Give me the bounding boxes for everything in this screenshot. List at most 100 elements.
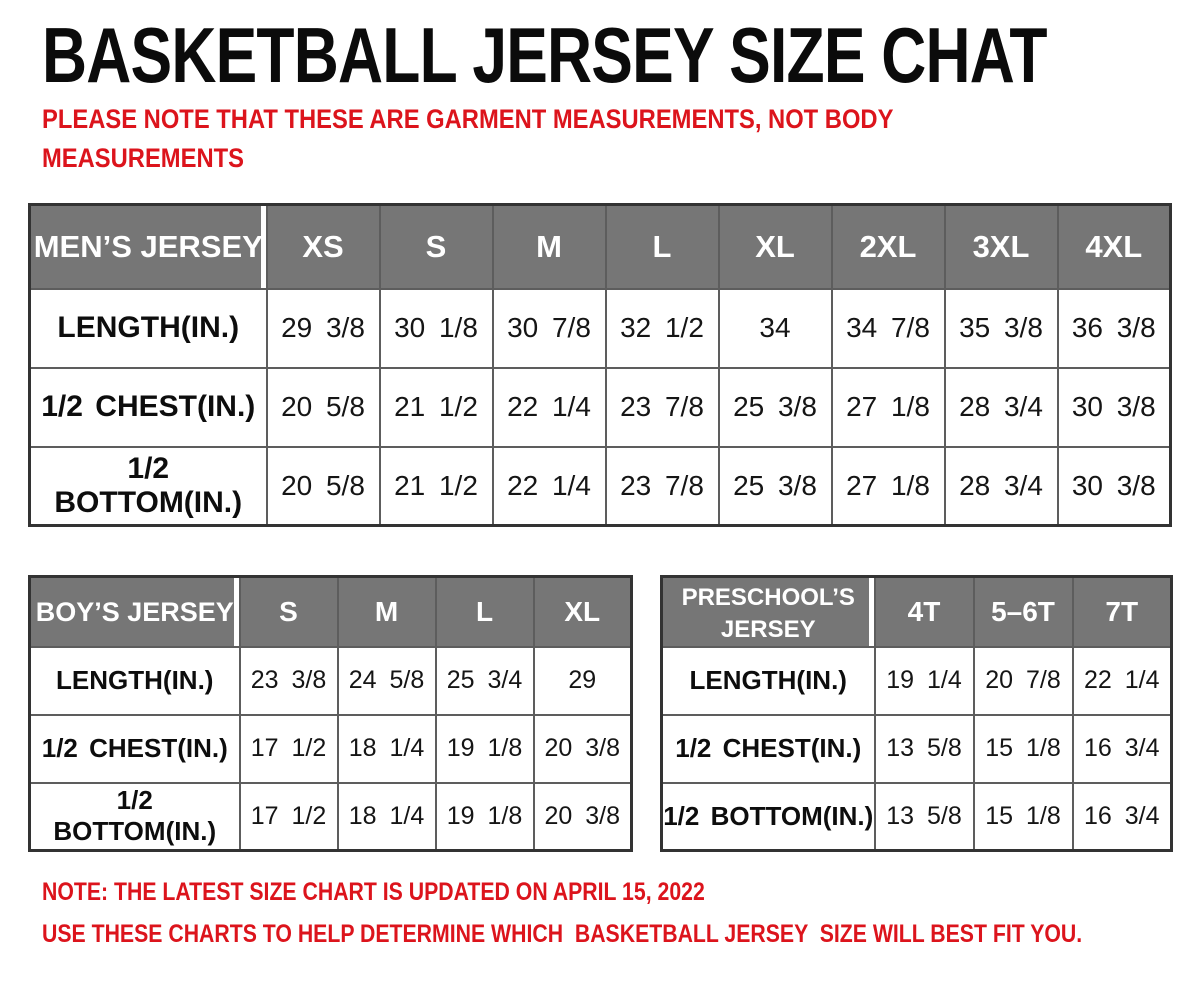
measurement-value: 22 1/4: [1083, 666, 1160, 694]
measurement-value: 25 3/8: [733, 391, 817, 422]
measurement-value-cell: 20 5/8: [265, 445, 381, 527]
size-label: M: [374, 595, 399, 627]
table-title-text: BOY’S JERSEY: [35, 596, 234, 627]
measurement-label-text: LENGTH(IN.): [689, 665, 847, 695]
measurement-value: 21 1/2: [394, 469, 478, 501]
measurement-value: 16 3/4: [1083, 734, 1160, 762]
size-column-header: 2XL: [830, 203, 946, 290]
measurement-value: 20 7/8: [985, 666, 1061, 694]
update-date-note-text: NOTE: THE LATEST SIZE CHART IS UPDATED O…: [42, 878, 705, 906]
measurement-value: 20 5/8: [281, 469, 365, 501]
measurement-value-cell: 30 3/8: [1056, 445, 1172, 527]
measurement-value-cell: 20 7/8: [972, 645, 1074, 716]
measurement-value-cell: 34: [717, 287, 833, 369]
measurement-value-cell: 16 3/4: [1071, 781, 1173, 852]
size-label: 7T: [1105, 595, 1139, 627]
size-label: M: [536, 228, 562, 264]
measurement-value-cell: 18 1/4: [336, 781, 437, 852]
measurement-value: 27 1/8: [846, 391, 930, 422]
garment-measurements-note: PLEASE NOTE THAT THESE ARE GARMENT MEASU…: [42, 100, 1010, 178]
measurement-value: 27 1/8: [846, 469, 930, 501]
measurement-value: 17 1/2: [250, 734, 327, 762]
measurement-row-label: 1/2 BOTTOM(IN.): [28, 445, 268, 527]
boys-jersey-table-container: BOY’S JERSEY S M L XL LENGTH(IN.) 23 3/8 24 5/8…: [28, 575, 633, 852]
size-column-header: XL: [717, 203, 833, 290]
measurement-value-cell: 28 3/4: [943, 445, 1059, 527]
measurement-value-cell: 20 3/8: [532, 781, 633, 852]
measurement-label-text: 1/2 BOTTOM(IN.): [54, 451, 243, 519]
size-label: 4T: [907, 595, 941, 627]
measurement-value-cell: 23 7/8: [604, 366, 720, 448]
measurement-value: 19 1/4: [886, 666, 962, 694]
measurement-label-text: 1/2 CHEST(IN.): [675, 733, 862, 763]
measurement-value-cell: 25 3/8: [717, 366, 833, 448]
header-row: BOY’S JERSEY S M L XL: [28, 575, 633, 648]
measurement-value-cell: 30 1/8: [378, 287, 494, 369]
measurement-value-cell: 24 5/8: [336, 645, 437, 716]
measurement-value: 17 1/2: [250, 801, 327, 830]
measurement-value: 21 1/2: [394, 391, 478, 422]
measurement-row-label: LENGTH(IN.): [28, 287, 268, 369]
size-column-header: 4XL: [1056, 203, 1172, 290]
measurement-value: 23 7/8: [620, 391, 704, 422]
table-title-cell: BOY’S JERSEY: [28, 575, 241, 648]
size-column-header: 5–6T: [972, 575, 1074, 648]
table-title-cell: MEN’S JERSEY: [28, 203, 268, 290]
measurement-label-text: 1/2 BOTTOM(IN.): [53, 785, 217, 847]
measurement-value: 25 3/8: [733, 469, 817, 501]
measurement-value: 20 5/8: [281, 391, 365, 422]
measurement-value-cell: 27 1/8: [830, 366, 946, 448]
measurement-row-label: 1/2 BOTTOM(IN.): [28, 781, 241, 852]
measurement-value: 18 1/4: [348, 801, 425, 830]
size-column-header: S: [378, 203, 494, 290]
mens-jersey-table-container: MEN’S JERSEY XS S M L XL 2XL 3XL 4XL LENGTH(IN.) 2…: [28, 203, 1172, 527]
measurement-value-cell: 32 1/2: [604, 287, 720, 369]
measurement-row-label: 1/2 CHEST(IN.): [660, 713, 876, 784]
measurement-row: LENGTH(IN.) 19 1/4 20 7/8 22 1/4: [660, 645, 1173, 716]
measurement-value-cell: 21 1/2: [378, 366, 494, 448]
measurement-value: 29: [568, 666, 597, 694]
measurement-value: 20 3/8: [544, 801, 620, 830]
size-label: 5–6T: [991, 595, 1055, 627]
measurement-value: 30 7/8: [507, 312, 591, 343]
measurement-value-cell: 13 5/8: [873, 781, 975, 852]
size-label: 3XL: [972, 228, 1030, 264]
measurement-value: 28 3/4: [959, 391, 1043, 422]
measurement-value: 22 1/4: [507, 391, 591, 422]
measurement-value-cell: 22 1/4: [1071, 645, 1173, 716]
mens-jersey-table: MEN’S JERSEY XS S M L XL 2XL 3XL 4XL LENGTH(IN.) 2…: [28, 203, 1172, 527]
measurement-value: 36 3/8: [1071, 312, 1156, 343]
measurement-value-cell: 29 3/8: [265, 287, 381, 369]
garment-note-line-2: MEASUREMENTS: [42, 143, 244, 174]
fit-advice-note-text: USE THESE CHARTS TO HELP DETERMINE WHICH…: [42, 920, 1083, 948]
measurement-value-cell: 16 3/4: [1071, 713, 1173, 784]
measurement-value: 23 7/8: [620, 469, 704, 501]
measurement-value-cell: 15 1/8: [972, 713, 1074, 784]
measurement-value-cell: 19 1/4: [873, 645, 975, 716]
measurement-value-cell: 20 3/8: [532, 713, 633, 784]
measurement-row: 1/2 BOTTOM(IN.) 20 5/8 21 1/2 22 1/4 23 7/8 2…: [28, 445, 1172, 527]
measurement-value: 13 5/8: [886, 801, 962, 830]
table-title-text: MEN’S JERSEY: [33, 228, 263, 264]
measurement-row: 1/2 CHEST(IN.) 13 5/8 15 1/8 16 3/4: [660, 713, 1173, 784]
measurement-value: 20 3/8: [544, 734, 620, 762]
table-title-cell: PRESCHOOL’S JERSEY: [660, 575, 876, 648]
measurement-value-cell: 18 1/4: [336, 713, 437, 784]
measurement-value-cell: 21 1/2: [378, 445, 494, 527]
measurement-value: 22 1/4: [507, 469, 591, 501]
size-column-header: L: [434, 575, 535, 648]
size-column-header: M: [491, 203, 607, 290]
page-title-text: BASKETBALL JERSEY SIZE CHAT: [42, 11, 1047, 99]
size-label: 4XL: [1085, 228, 1143, 264]
measurement-row: 1/2 BOTTOM(IN.) 13 5/8 15 1/8 16 3/4: [660, 781, 1173, 852]
measurement-value: 25 3/4: [446, 666, 523, 694]
size-label: 2XL: [859, 228, 917, 264]
measurement-label-text: LENGTH(IN.): [56, 665, 214, 695]
size-column-header: 3XL: [943, 203, 1059, 290]
update-date-note: NOTE: THE LATEST SIZE CHART IS UPDATED O…: [42, 878, 822, 907]
measurement-value-cell: 17 1/2: [238, 713, 339, 784]
garment-note-line-1: PLEASE NOTE THAT THESE ARE GARMENT MEASU…: [42, 104, 894, 134]
size-label: XL: [564, 595, 601, 627]
measurement-value-cell: 30 3/8: [1056, 366, 1172, 448]
